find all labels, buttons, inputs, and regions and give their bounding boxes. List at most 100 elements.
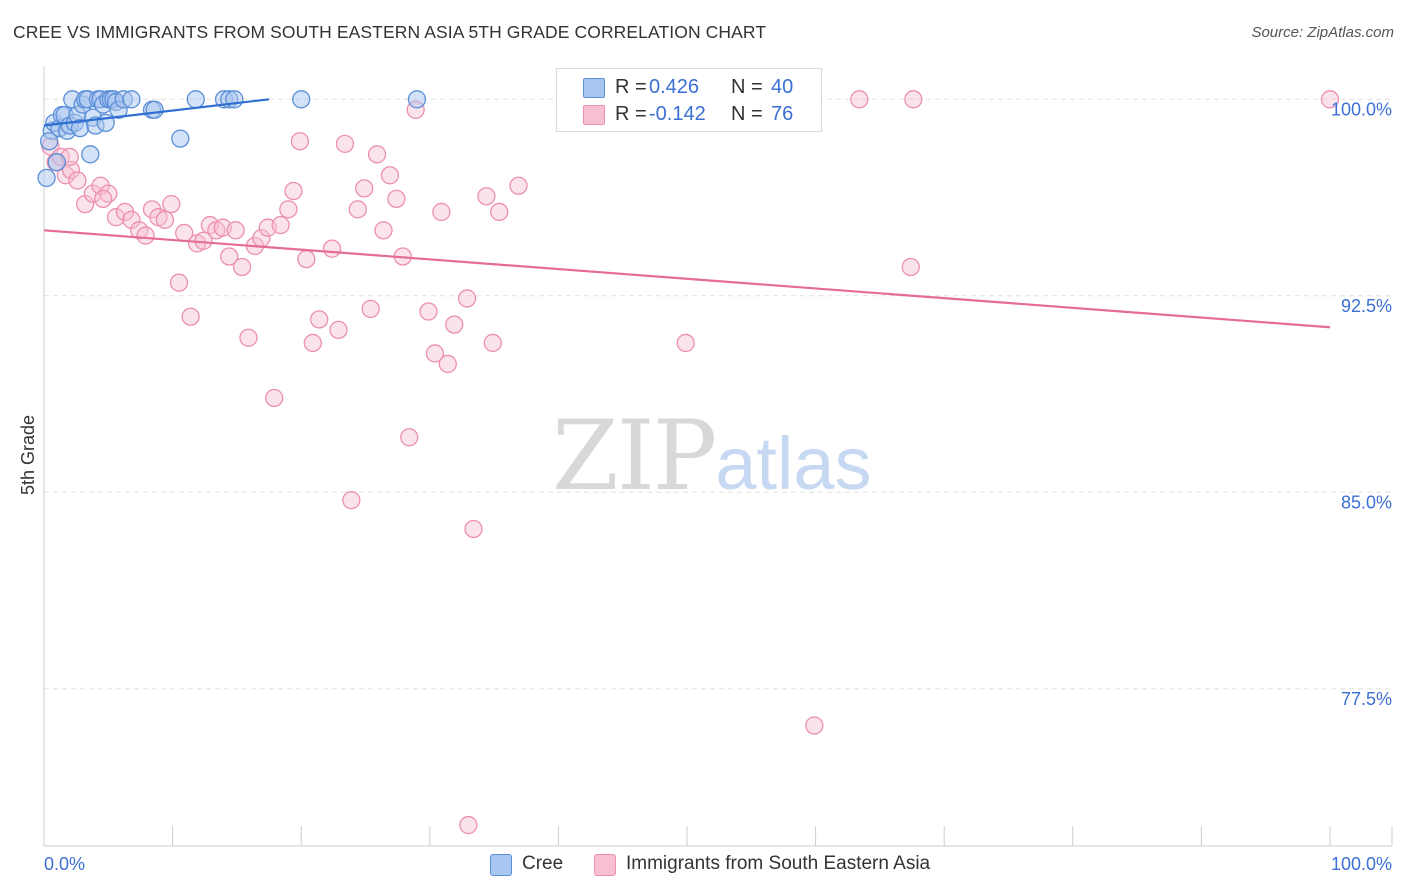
cree-point — [171, 129, 190, 148]
sea-point — [509, 176, 528, 195]
sea-point — [483, 333, 502, 353]
y-tick-label: 100.0% — [1331, 99, 1392, 119]
cree-trend-line — [43, 98, 270, 127]
sea-point — [106, 208, 126, 227]
sea-point — [310, 310, 329, 329]
cree-points — [37, 90, 427, 188]
sea-point — [169, 273, 189, 292]
sea-point — [220, 247, 239, 266]
sea-point — [459, 815, 478, 835]
y-tick-label: 92.5% — [1341, 296, 1392, 316]
sea-point — [464, 519, 483, 539]
cree-point — [186, 90, 205, 109]
sea-point — [676, 333, 695, 353]
n-label: N = — [731, 103, 763, 125]
sea-point — [904, 90, 923, 109]
sea-point — [490, 202, 509, 222]
n-label: N = — [731, 76, 763, 98]
sea-point — [361, 299, 380, 319]
sea-trend-line — [43, 229, 1331, 329]
r-value: 0.426 — [649, 76, 700, 98]
cree-point — [81, 145, 100, 164]
cree-point — [39, 132, 59, 151]
watermark-atlas: atlas — [715, 422, 872, 505]
sea-swatch — [594, 854, 616, 876]
sea-point — [419, 302, 438, 321]
x-tick-label: 0.0% — [44, 854, 85, 874]
chart-title: CREE VS IMMIGRANTS FROM SOUTH EASTERN AS… — [13, 22, 767, 42]
sea-point — [56, 166, 76, 185]
sea-point — [226, 221, 245, 240]
sea-swatch — [583, 105, 605, 125]
n-value: 76 — [771, 103, 794, 125]
sea-point — [901, 257, 920, 277]
cree-point — [145, 100, 164, 119]
grid-lines — [44, 98, 1392, 690]
axis-labels: 77.5% 85.0% 92.5% 100.0% 0.0% 100.0% 5th Grade — [18, 99, 1392, 874]
sea-point — [162, 194, 181, 214]
cree-point — [47, 153, 67, 172]
sea-point — [342, 491, 361, 510]
watermark-zip: ZIP — [552, 400, 717, 512]
sea-point — [232, 257, 252, 277]
cree-point — [407, 90, 427, 109]
legend-label-cree: Cree — [522, 853, 564, 874]
sea-point — [387, 189, 406, 209]
sea-point — [303, 333, 322, 353]
sea-points — [41, 90, 1340, 835]
sea-point — [457, 289, 477, 308]
sea-point — [335, 134, 355, 153]
legend-label-sea: Immigrants from South Eastern Asia — [626, 853, 931, 874]
sea-point — [329, 320, 348, 340]
sea-point — [380, 166, 400, 185]
sea-point — [136, 226, 155, 245]
x-tick-label: 100.0% — [1331, 854, 1392, 874]
stats-legend: R = 0.426 N = 40 R = -0.142 N = 76 — [556, 68, 822, 132]
sea-point — [322, 239, 342, 258]
source-label: Source: ZipAtlas.com — [1251, 24, 1394, 41]
sea-point — [432, 202, 451, 222]
sea-point — [367, 145, 387, 164]
cree-point — [225, 90, 244, 109]
sea-point — [284, 181, 303, 201]
sea-point — [355, 179, 374, 198]
series-legend: Cree Immigrants from South Eastern Asia — [0, 852, 1406, 878]
sea-point — [425, 344, 445, 363]
sea-point — [374, 221, 393, 240]
sea-point — [850, 90, 869, 109]
y-axis-label: 5th Grade — [18, 415, 38, 495]
sea-point — [265, 388, 284, 408]
watermark: ZIPatlas — [552, 400, 872, 512]
sea-point — [445, 315, 464, 334]
trend-lines — [43, 98, 1331, 329]
sea-point — [400, 428, 419, 447]
sea-point — [290, 132, 310, 151]
sea-point — [155, 210, 175, 229]
y-tick-label: 85.0% — [1341, 492, 1392, 512]
sea-point — [279, 200, 298, 219]
sea-point — [477, 187, 496, 206]
sea-point — [239, 328, 258, 347]
sea-point — [94, 189, 113, 209]
r-label: R = — [615, 76, 647, 98]
r-value: -0.142 — [649, 103, 706, 125]
sea-point — [271, 215, 290, 235]
cree-point — [122, 90, 141, 109]
cree-swatch — [583, 78, 605, 98]
cree-point — [37, 168, 56, 188]
sea-point — [805, 716, 824, 735]
sea-point — [1320, 90, 1340, 109]
cree-point — [292, 90, 311, 109]
sea-point — [68, 171, 87, 190]
sea-point — [61, 160, 81, 180]
sea-point — [348, 200, 367, 219]
axes — [43, 66, 1393, 847]
n-value: 40 — [771, 76, 794, 98]
sea-point — [181, 307, 200, 326]
y-tick-label: 77.5% — [1341, 689, 1392, 709]
sea-point — [99, 184, 118, 203]
sea-point — [297, 249, 316, 269]
r-label: R = — [615, 103, 647, 125]
cree-swatch — [490, 854, 512, 876]
